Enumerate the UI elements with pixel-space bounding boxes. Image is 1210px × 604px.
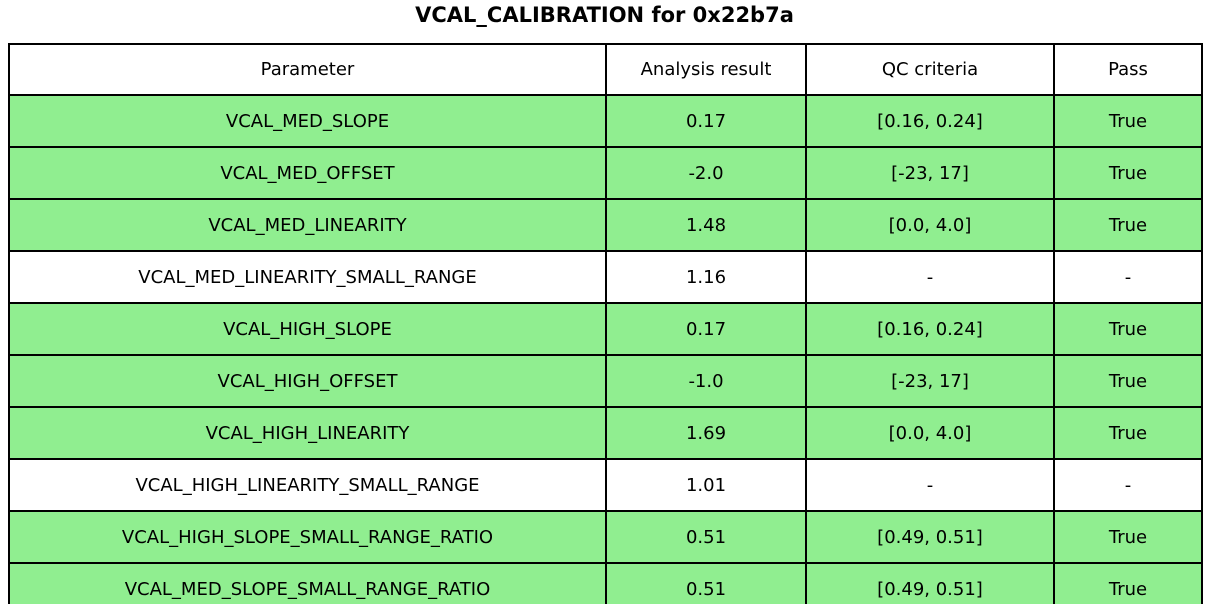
pass-cell: True xyxy=(1053,562,1203,604)
criteria-cell: [0.49, 0.51] xyxy=(805,562,1055,604)
column-header-parameter: Parameter xyxy=(8,43,607,96)
result-cell: -1.0 xyxy=(605,354,807,408)
table-row: VCAL_MED_LINEARITY 1.48 [0.0, 4.0] True xyxy=(8,198,1203,252)
criteria-cell: - xyxy=(805,458,1055,512)
table-body: VCAL_MED_SLOPE 0.17 [0.16, 0.24] True VCAL_M… xyxy=(8,94,1203,604)
criteria-cell: [0.0, 4.0] xyxy=(805,406,1055,460)
qc-table: Parameter Analysis result QC criteria Pa… xyxy=(8,43,1203,604)
table-title: VCAL_CALIBRATION for 0x22b7a xyxy=(415,3,794,27)
criteria-cell: - xyxy=(805,250,1055,304)
pass-cell: True xyxy=(1053,510,1203,564)
criteria-cell: [0.0, 4.0] xyxy=(805,198,1055,252)
parameter-cell: VCAL_HIGH_SLOPE_SMALL_RANGE_RATIO xyxy=(8,510,607,564)
column-header-qc-criteria: QC criteria xyxy=(805,43,1055,96)
header-row: Parameter Analysis result QC criteria Pa… xyxy=(8,43,1203,96)
table-row: VCAL_HIGH_LINEARITY_SMALL_RANGE 1.01- - xyxy=(8,458,1203,512)
table-row: VCAL_MED_OFFSET -2.0 [-23, 17] True xyxy=(8,146,1203,200)
table-row: VCAL_MED_SLOPE 0.17 [0.16, 0.24] True xyxy=(8,94,1203,148)
table-row: VCAL_MED_SLOPE_SMALL_RANGE_RATIO 0.51 [0.4… xyxy=(8,562,1203,604)
parameter-cell: VCAL_HIGH_OFFSET xyxy=(8,354,607,408)
result-cell: 1.48 xyxy=(605,198,807,252)
pass-cell: True xyxy=(1053,406,1203,460)
pass-cell: True xyxy=(1053,94,1203,148)
result-cell: 1.16 xyxy=(605,250,807,304)
pass-cell: True xyxy=(1053,354,1203,408)
pass-cell: - xyxy=(1053,250,1203,304)
result-cell: 1.69 xyxy=(605,406,807,460)
table-header: Parameter Analysis result QC criteria Pa… xyxy=(8,43,1203,96)
pass-cell: - xyxy=(1053,458,1203,512)
parameter-cell: VCAL_MED_SLOPE_SMALL_RANGE_RATIO xyxy=(8,562,607,604)
pass-cell: True xyxy=(1053,198,1203,252)
parameter-cell: VCAL_MED_LINEARITY_SMALL_RANGE xyxy=(8,250,607,304)
parameter-cell: VCAL_MED_SLOPE xyxy=(8,94,607,148)
column-header-analysis-result: Analysis result xyxy=(605,43,807,96)
pass-cell: True xyxy=(1053,146,1203,200)
table-row: VCAL_HIGH_LINEARITY 1.69 [0.0, 4.0] True xyxy=(8,406,1203,460)
parameter-cell: VCAL_HIGH_SLOPE xyxy=(8,302,607,356)
result-cell: 0.17 xyxy=(605,94,807,148)
result-cell: 0.17 xyxy=(605,302,807,356)
criteria-cell: [0.49, 0.51] xyxy=(805,510,1055,564)
table-row: VCAL_HIGH_OFFSET -1.0 [-23, 17] True xyxy=(8,354,1203,408)
parameter-cell: VCAL_MED_OFFSET xyxy=(8,146,607,200)
column-header-pass: Pass xyxy=(1053,43,1203,96)
parameter-cell: VCAL_MED_LINEARITY xyxy=(8,198,607,252)
result-cell: 1.01 xyxy=(605,458,807,512)
result-cell: 0.51 xyxy=(605,562,807,604)
table-row: VCAL_HIGH_SLOPE 0.17 [0.16, 0.24] True xyxy=(8,302,1203,356)
criteria-cell: [-23, 17] xyxy=(805,146,1055,200)
criteria-cell: [0.16, 0.24] xyxy=(805,302,1055,356)
parameter-cell: VCAL_HIGH_LINEARITY xyxy=(8,406,607,460)
criteria-cell: [-23, 17] xyxy=(805,354,1055,408)
result-cell: -2.0 xyxy=(605,146,807,200)
criteria-cell: [0.16, 0.24] xyxy=(805,94,1055,148)
pass-cell: True xyxy=(1053,302,1203,356)
table-row: VCAL_MED_LINEARITY_SMALL_RANGE 1.16- - xyxy=(8,250,1203,304)
result-cell: 0.51 xyxy=(605,510,807,564)
parameter-cell: VCAL_HIGH_LINEARITY_SMALL_RANGE xyxy=(8,458,607,512)
table-row: VCAL_HIGH_SLOPE_SMALL_RANGE_RATIO 0.51 [0.… xyxy=(8,510,1203,564)
